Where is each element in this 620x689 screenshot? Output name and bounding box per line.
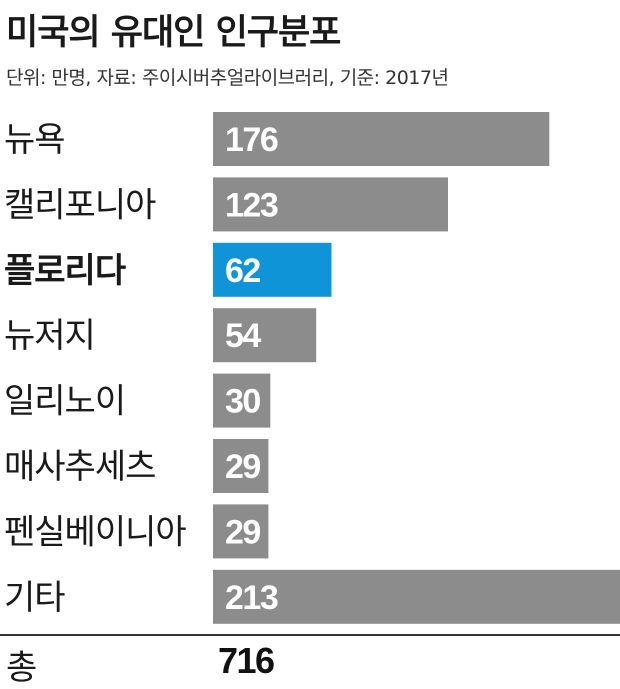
category-label: 펜실베이니아 [4,512,186,552]
value-label: 29 [225,513,260,551]
chart-subtitle: 단위: 만명, 자료: 주이시버추얼라이브러리, 기준: 2017년 [6,67,449,89]
category-label: 뉴저지 [4,316,95,356]
category-label: 뉴욕 [4,120,65,160]
bar-6 [213,504,269,559]
category-label: 매사추세츠 [4,447,155,487]
category-label: 캘리포니아 [4,185,156,225]
category-label: 일리노이 [4,382,125,422]
bar-3 [213,308,317,363]
value-label: 29 [225,448,260,486]
chart-title: 미국의 유대인 인구분포 [6,13,341,53]
value-label: 30 [225,383,260,421]
value-label: 213 [225,579,278,617]
bar-7 [213,569,620,624]
value-label: 176 [225,121,278,159]
value-label: 123 [225,186,278,224]
category-label: 기타 [4,578,65,618]
bar-4 [213,373,271,428]
total-label: 총 [6,648,38,688]
bar-5 [213,439,269,493]
value-label: 54 [225,317,261,355]
total-divider [0,634,620,636]
category-label: 플로리다 [4,251,126,291]
total-value: 716 [218,640,275,681]
value-label: 62 [225,252,260,290]
bar-1 [213,177,448,232]
bar-0 [213,112,550,166]
bar-2 [213,242,332,297]
